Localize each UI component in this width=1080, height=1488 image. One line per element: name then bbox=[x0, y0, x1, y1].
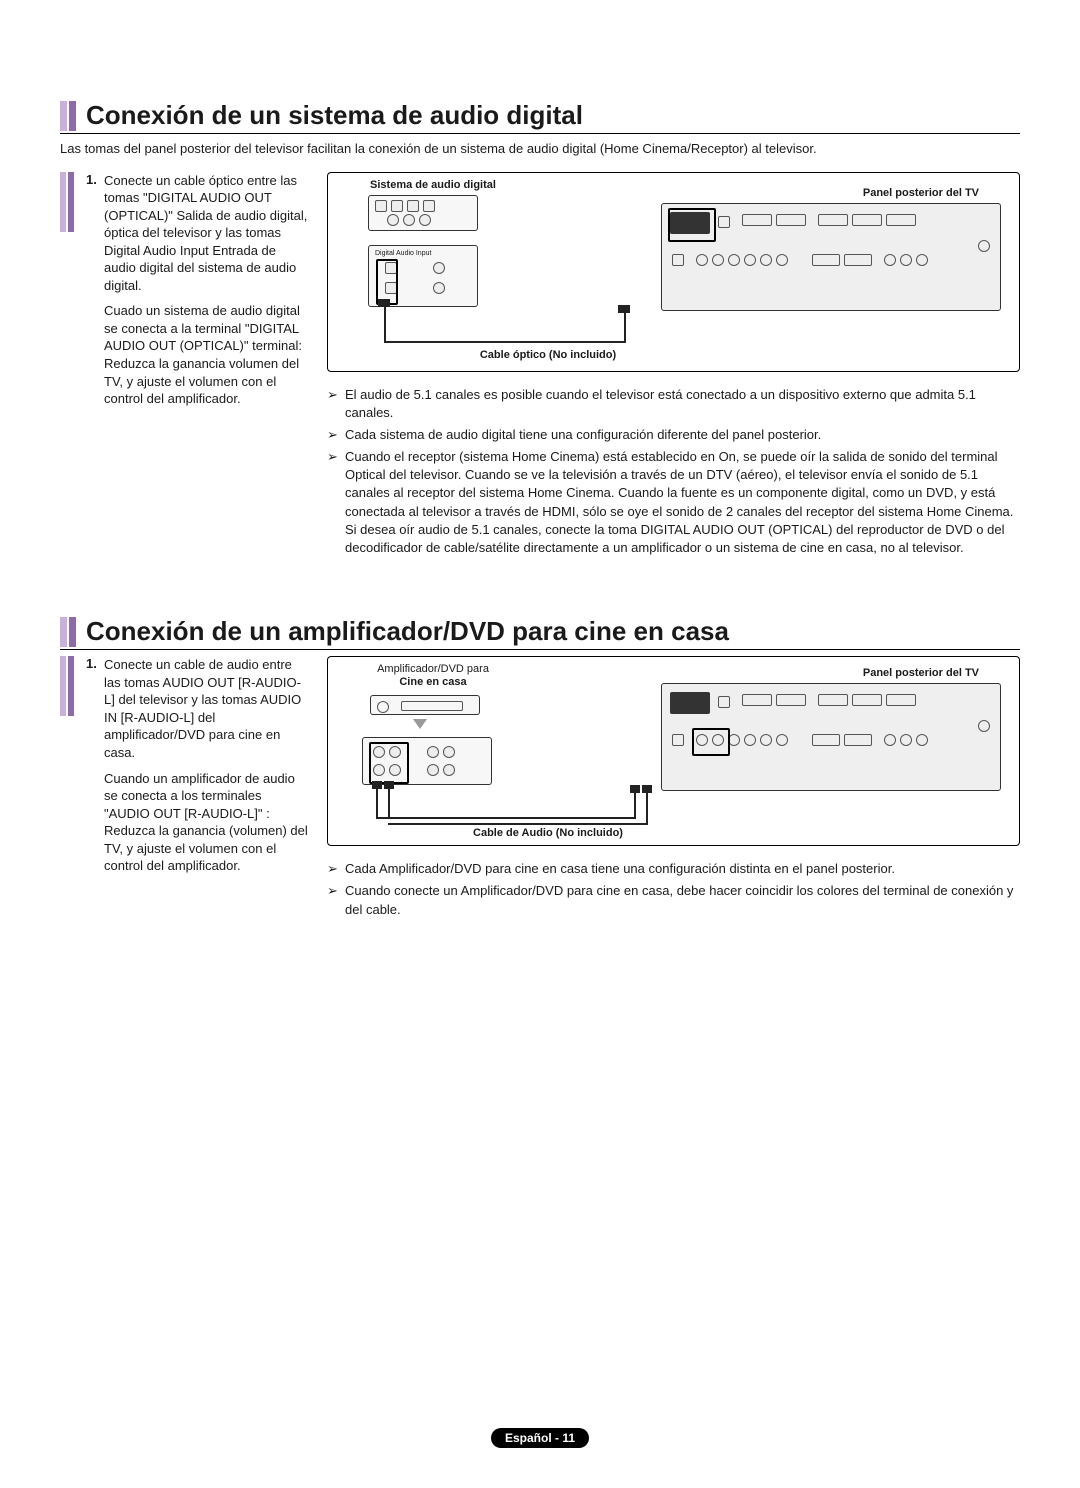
note-marker-icon: ➢ bbox=[327, 426, 345, 444]
audio-cable-icon bbox=[376, 817, 636, 819]
note-item: ➢ El audio de 5.1 canales es posible cua… bbox=[327, 386, 1020, 422]
diagram-label-cable: Cable de Audio (No incluido) bbox=[438, 827, 658, 840]
manual-page: Conexión de un sistema de audio digital … bbox=[0, 0, 1080, 1018]
arrow-down-icon bbox=[413, 719, 427, 729]
section-notes: ➢ El audio de 5.1 canales es posible cua… bbox=[327, 386, 1020, 558]
cable-plug-icon bbox=[384, 781, 394, 789]
optical-cable-icon bbox=[624, 313, 626, 343]
note-item: ➢ Cada Amplificador/DVD para cine en cas… bbox=[327, 860, 1020, 878]
side-accent-icon bbox=[60, 656, 74, 716]
side-accent-icon bbox=[60, 172, 74, 232]
step-ordinal: 1. bbox=[86, 172, 104, 187]
diagram-label-device: Sistema de audio digital bbox=[358, 179, 508, 192]
section-content: 1. Conecte un cable de audio entre las t… bbox=[60, 656, 1020, 923]
step-paragraph: Cuando un amplificador de audio se conec… bbox=[104, 770, 309, 875]
section-title: Conexión de un sistema de audio digital bbox=[86, 100, 583, 131]
step-ordinal: 1. bbox=[86, 656, 104, 671]
note-text: Cuando el receptor (sistema Home Cinema)… bbox=[345, 448, 1020, 557]
cable-plug-icon bbox=[642, 785, 652, 793]
cable-plug-icon bbox=[372, 781, 382, 789]
step-paragraph: Cuado un sistema de audio digital se con… bbox=[104, 302, 309, 407]
amp-rear-panel-icon bbox=[362, 737, 492, 785]
note-marker-icon: ➢ bbox=[327, 882, 345, 918]
tv-rear-panel-icon bbox=[661, 683, 1001, 791]
page-footer: Español - 11 bbox=[0, 1428, 1080, 1448]
digital-audio-device-icon bbox=[368, 195, 478, 231]
dvd-amp-device-icon bbox=[370, 695, 480, 715]
section-amplifier-dvd: Conexión de un amplificador/DVD para cin… bbox=[60, 616, 1020, 923]
cable-plug-icon bbox=[618, 305, 630, 313]
audio-cable-icon bbox=[634, 793, 636, 819]
section-content: 1. Conecte un cable óptico entre las tom… bbox=[60, 172, 1020, 562]
note-item: ➢ Cuando el receptor (sistema Home Cinem… bbox=[327, 448, 1020, 557]
diagram-label-device-line2: Cine en casa bbox=[348, 676, 518, 689]
diagram-and-notes: Amplificador/DVD para Cine en casa bbox=[327, 656, 1020, 923]
step-paragraph: Conecte un cable óptico entre las tomas … bbox=[104, 172, 309, 295]
section-notes: ➢ Cada Amplificador/DVD para cine en cas… bbox=[327, 860, 1020, 919]
step-text: Conecte un cable de audio entre las toma… bbox=[104, 656, 309, 883]
audio-cable-icon bbox=[646, 793, 648, 825]
section-title: Conexión de un amplificador/DVD para cin… bbox=[86, 616, 729, 647]
tv-rear-panel-icon bbox=[661, 203, 1001, 311]
optical-cable-icon bbox=[384, 305, 386, 343]
cable-plug-icon bbox=[378, 299, 390, 307]
audio-cable-icon bbox=[388, 823, 648, 825]
connection-diagram: Sistema de audio digital Digital Audio I… bbox=[327, 172, 1020, 372]
note-marker-icon: ➢ bbox=[327, 386, 345, 422]
note-text: El audio de 5.1 canales es posible cuand… bbox=[345, 386, 1020, 422]
note-item: ➢ Cada sistema de audio digital tiene un… bbox=[327, 426, 1020, 444]
step-paragraph: Conecte un cable de audio entre las toma… bbox=[104, 656, 309, 761]
language-page-badge: Español - 11 bbox=[491, 1428, 589, 1448]
connection-diagram: Amplificador/DVD para Cine en casa bbox=[327, 656, 1020, 846]
diagram-label-cable: Cable óptico (No incluido) bbox=[448, 349, 648, 362]
tiny-label: Digital Audio Input bbox=[375, 250, 431, 257]
section-digital-audio: Conexión de un sistema de audio digital … bbox=[60, 100, 1020, 561]
section-intro: Las tomas del panel posterior del televi… bbox=[60, 140, 1020, 158]
note-text: Cuando conecte un Amplificador/DVD para … bbox=[345, 882, 1020, 918]
audio-cable-icon bbox=[376, 787, 378, 819]
audio-cable-icon bbox=[388, 787, 390, 819]
section-header: Conexión de un sistema de audio digital bbox=[60, 100, 1020, 134]
note-item: ➢ Cuando conecte un Amplificador/DVD par… bbox=[327, 882, 1020, 918]
step-text: Conecte un cable óptico entre las tomas … bbox=[104, 172, 309, 416]
diagram-label-device-line1: Amplificador/DVD para bbox=[348, 663, 518, 676]
accent-bars-icon bbox=[60, 617, 76, 647]
note-text: Cada sistema de audio digital tiene una … bbox=[345, 426, 1020, 444]
optical-cable-icon bbox=[384, 341, 624, 343]
note-text: Cada Amplificador/DVD para cine en casa … bbox=[345, 860, 1020, 878]
note-marker-icon: ➢ bbox=[327, 860, 345, 878]
diagram-and-notes: Sistema de audio digital Digital Audio I… bbox=[327, 172, 1020, 562]
section-header: Conexión de un amplificador/DVD para cin… bbox=[60, 616, 1020, 650]
diagram-label-tv: Panel posterior del TV bbox=[809, 667, 979, 680]
cable-plug-icon bbox=[630, 785, 640, 793]
diagram-label-tv: Panel posterior del TV bbox=[809, 187, 979, 200]
accent-bars-icon bbox=[60, 101, 76, 131]
note-marker-icon: ➢ bbox=[327, 448, 345, 557]
